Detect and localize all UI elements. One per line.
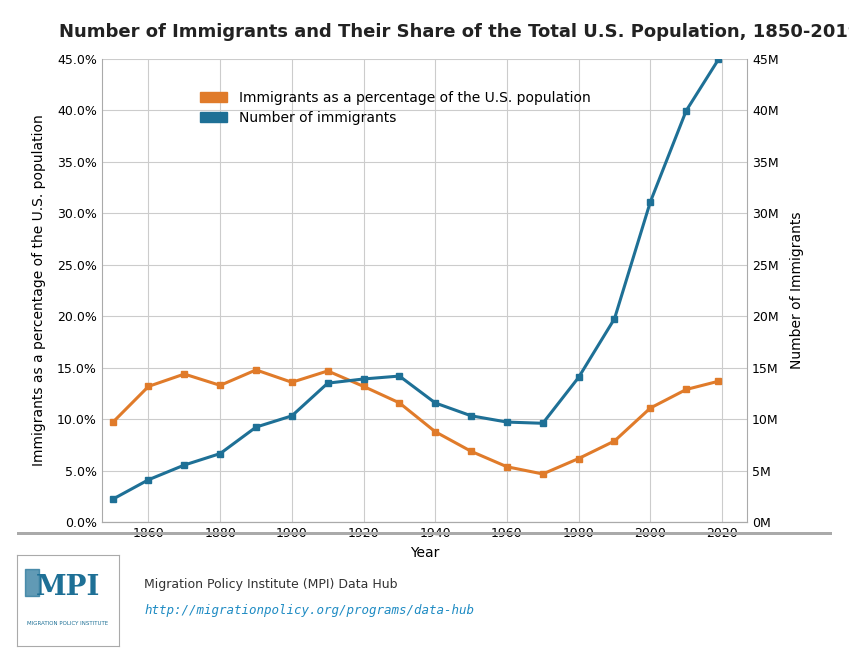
Y-axis label: Number of Immigrants: Number of Immigrants	[790, 212, 804, 370]
Text: Migration Policy Institute (MPI) Data Hub: Migration Policy Institute (MPI) Data Hu…	[144, 578, 398, 591]
Legend: Immigrants as a percentage of the U.S. population, Number of immigrants: Immigrants as a percentage of the U.S. p…	[193, 84, 597, 132]
Text: http://migrationpolicy.org/programs/data-hub: http://migrationpolicy.org/programs/data…	[144, 604, 475, 617]
Text: MIGRATION POLICY INSTITUTE: MIGRATION POLICY INSTITUTE	[27, 621, 109, 626]
X-axis label: Year: Year	[410, 546, 439, 560]
Y-axis label: Immigrants as a percentage of the U.S. population: Immigrants as a percentage of the U.S. p…	[32, 115, 46, 466]
Text: MPI: MPI	[36, 573, 100, 601]
Text: Number of Immigrants and Their Share of the Total U.S. Population, 1850-2019: Number of Immigrants and Their Share of …	[59, 23, 849, 41]
